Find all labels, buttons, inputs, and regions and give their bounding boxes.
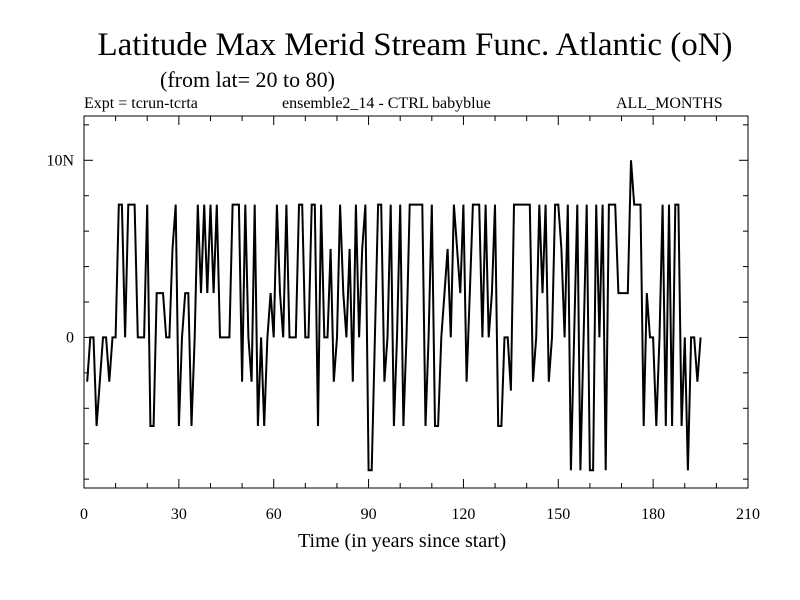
y-tick-label: 10N	[46, 152, 74, 169]
x-tick-label: 90	[361, 506, 377, 523]
x-tick-label: 150	[546, 506, 570, 523]
axis-ticks	[83, 116, 749, 488]
series-line	[86, 160, 702, 472]
x-tick-label: 120	[451, 506, 475, 523]
y-tick-label: 0	[66, 329, 74, 346]
months-label: ALL_MONTHS	[616, 95, 723, 112]
x-axis-label: Time (in years since start)	[298, 530, 507, 552]
ensemble-label: ensemble2_14 - CTRL babyblue	[282, 95, 491, 112]
experiment-label: Expt = tcrun-tcrta	[84, 95, 198, 112]
x-tick-label: 210	[736, 506, 760, 523]
x-tick-label: 30	[171, 506, 187, 523]
x-tick-label: 60	[266, 506, 282, 523]
axis-tick-labels: 0 30 60 90 120 150 180 210 0 10N	[46, 152, 760, 523]
chart-subtitle: (from lat= 20 to 80)	[160, 67, 335, 92]
chart-title: Latitude Max Merid Stream Func. Atlantic…	[97, 27, 733, 63]
x-tick-label: 180	[641, 506, 665, 523]
x-tick-label: 0	[80, 506, 88, 523]
